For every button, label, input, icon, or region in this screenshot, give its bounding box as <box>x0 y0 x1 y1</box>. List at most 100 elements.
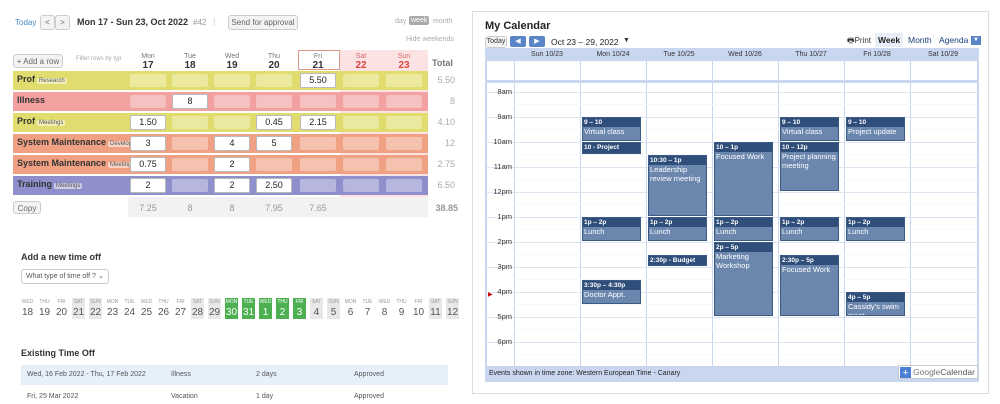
calendar-event[interactable]: 2p – 5p Marketing Workshop <box>714 242 773 316</box>
mini-calendar-day[interactable]: WED 1 <box>259 298 272 319</box>
calendar-event[interactable]: 2:30p - Budget pro <box>648 254 707 266</box>
tab-week[interactable]: Week <box>875 33 904 47</box>
calendar-event[interactable]: 1p – 2p Lunch <box>846 217 905 241</box>
mini-calendar-day[interactable]: SUN 29 <box>208 298 221 319</box>
timeoff-row[interactable]: Fri, 25 Mar 2022 Vacation 1 day Approved <box>21 387 448 404</box>
copy-button[interactable]: Copy <box>13 201 41 214</box>
agenda-dropdown-icon[interactable]: ▼ <box>971 36 981 45</box>
calendar-event[interactable]: 1p – 2p Lunch <box>780 217 839 241</box>
mini-calendar-day[interactable]: MON 6 <box>344 298 357 319</box>
calendar-day-header[interactable]: Sun 10/23 <box>531 51 563 58</box>
hours-input[interactable]: 5.50 <box>300 73 336 88</box>
mini-calendar-day[interactable]: SUN 5 <box>327 298 340 319</box>
calendar-event[interactable]: 10 – 12p Project planning meeting <box>780 142 839 191</box>
view-month[interactable]: month <box>433 18 453 25</box>
mini-calendar-day[interactable]: WED 18 <box>21 298 34 319</box>
calendar-event[interactable]: 10 – 1p Focused Work <box>714 142 773 216</box>
send-for-approval-button[interactable]: Send for approval <box>228 15 298 30</box>
today-button[interactable]: Today <box>485 36 507 48</box>
hours-input[interactable]: 2 <box>130 178 166 193</box>
calendar-day-header[interactable]: Thu 10/27 <box>795 51 827 58</box>
hours-cell[interactable] <box>300 158 336 171</box>
hours-cell[interactable] <box>256 74 292 87</box>
add-row-button[interactable]: + Add a row <box>13 54 63 68</box>
hours-cell[interactable] <box>386 179 422 192</box>
calendar-day-header[interactable]: Mon 10/24 <box>596 51 630 58</box>
timeoff-row[interactable]: Wed, 16 Feb 2022 - Thu, 17 Feb 2022 Illne… <box>21 365 448 385</box>
hours-cell[interactable] <box>386 116 422 129</box>
today-link[interactable]: Today <box>15 18 37 27</box>
mini-calendar-day[interactable]: SUN 12 <box>446 298 459 319</box>
hours-input[interactable]: 0.75 <box>130 157 166 172</box>
hours-cell[interactable] <box>130 74 166 87</box>
calendar-event[interactable]: 10 - Project update <box>582 142 641 154</box>
hours-cell[interactable] <box>130 95 166 108</box>
calendar-event[interactable]: 3:30p – 4:30p Doctor Appt. <box>582 279 641 304</box>
hours-cell[interactable] <box>386 158 422 171</box>
hours-cell[interactable] <box>256 95 292 108</box>
mini-calendar-day[interactable]: MON 30 <box>225 298 238 319</box>
mini-calendar-day[interactable]: THU 9 <box>395 298 408 319</box>
next-week-arrow-icon[interactable]: ▶ <box>529 36 545 47</box>
calendar-event[interactable]: 9 – 10 Project update <box>846 117 905 141</box>
calendar-day-header[interactable]: Wed 10/26 <box>728 51 762 58</box>
hours-cell[interactable] <box>343 137 379 150</box>
hours-cell[interactable] <box>172 116 208 129</box>
hours-cell[interactable] <box>172 74 208 87</box>
calendar-event[interactable]: 1p – 2p Lunch <box>582 217 641 241</box>
hours-cell[interactable] <box>214 116 250 129</box>
calendar-event[interactable]: 1p – 2p Lunch <box>714 217 773 241</box>
google-calendar-badge[interactable]: + GoogleCalendar <box>898 365 978 379</box>
mini-calendar-day[interactable]: SAT 28 <box>191 298 204 319</box>
hours-cell[interactable] <box>214 74 250 87</box>
calendar-event[interactable]: 9 – 10 Virtual class <box>780 117 839 141</box>
tab-month[interactable]: Month <box>908 35 932 45</box>
hours-cell[interactable] <box>256 158 292 171</box>
hours-input[interactable]: 2 <box>214 178 250 193</box>
print-button[interactable]: 🖶Print <box>847 35 871 49</box>
hours-input[interactable]: 2.15 <box>300 115 336 130</box>
calendar-event[interactable]: 4p – 5p Cassidy's swim meet <box>846 292 905 316</box>
hours-cell[interactable] <box>214 95 250 108</box>
calendar-event[interactable]: 9 – 10 Virtual class <box>582 117 641 141</box>
mini-calendar-day[interactable]: WED 8 <box>378 298 391 319</box>
calendar-day-header[interactable]: Fri 10/28 <box>863 51 891 58</box>
hide-weekends-toggle[interactable]: Hide weekends <box>406 36 454 43</box>
timeoff-type-select[interactable]: What type of time off ? ⌄ <box>21 269 109 284</box>
mini-calendar-day[interactable]: FRI 10 <box>412 298 425 319</box>
tab-agenda[interactable]: Agenda <box>939 35 969 45</box>
mini-calendar-day[interactable]: THU 19 <box>38 298 51 319</box>
mini-calendar-day[interactable]: THU 2 <box>276 298 289 319</box>
hours-cell[interactable] <box>343 74 379 87</box>
mini-calendar-day[interactable]: FRI 3 <box>293 298 306 319</box>
hours-input[interactable]: 1.50 <box>130 115 166 130</box>
prev-week-button[interactable]: < <box>40 15 55 30</box>
view-day[interactable]: day <box>395 18 407 25</box>
mini-calendar-day[interactable]: SAT 21 <box>72 298 85 319</box>
calendar-event[interactable]: 2:30p – 5p Focused Work <box>780 254 839 316</box>
hours-cell[interactable] <box>343 95 379 108</box>
mini-calendar-day[interactable]: FRI 20 <box>55 298 68 319</box>
hours-input[interactable]: 5 <box>256 136 292 151</box>
range-dropdown-icon[interactable]: ▼ <box>623 37 630 44</box>
view-week[interactable]: week <box>409 16 430 25</box>
hours-input[interactable]: 0.45 <box>256 115 292 130</box>
mini-calendar-day[interactable]: TUE 31 <box>242 298 255 319</box>
calendar-day-header[interactable]: Tue 10/25 <box>663 51 695 58</box>
next-week-button[interactable]: > <box>55 15 70 30</box>
calendar-day-header[interactable]: Sat 10/29 <box>928 51 958 58</box>
hours-input[interactable]: 3 <box>130 136 166 151</box>
hours-input[interactable]: 2.50 <box>256 178 292 193</box>
hours-cell[interactable] <box>300 179 336 192</box>
hours-cell[interactable] <box>172 158 208 171</box>
mini-calendar-day[interactable]: MON 23 <box>106 298 119 319</box>
calendar-event[interactable]: 10:30 – 1p Leadership review meeting <box>648 154 707 216</box>
hours-cell[interactable] <box>343 158 379 171</box>
hours-cell[interactable] <box>343 179 379 192</box>
hours-input[interactable]: 2 <box>214 157 250 172</box>
hours-input[interactable]: 8 <box>172 94 208 109</box>
hours-cell[interactable] <box>386 137 422 150</box>
prev-week-arrow-icon[interactable]: ◀ <box>510 36 526 47</box>
hours-cell[interactable] <box>386 74 422 87</box>
mini-calendar-day[interactable]: TUE 24 <box>123 298 136 319</box>
